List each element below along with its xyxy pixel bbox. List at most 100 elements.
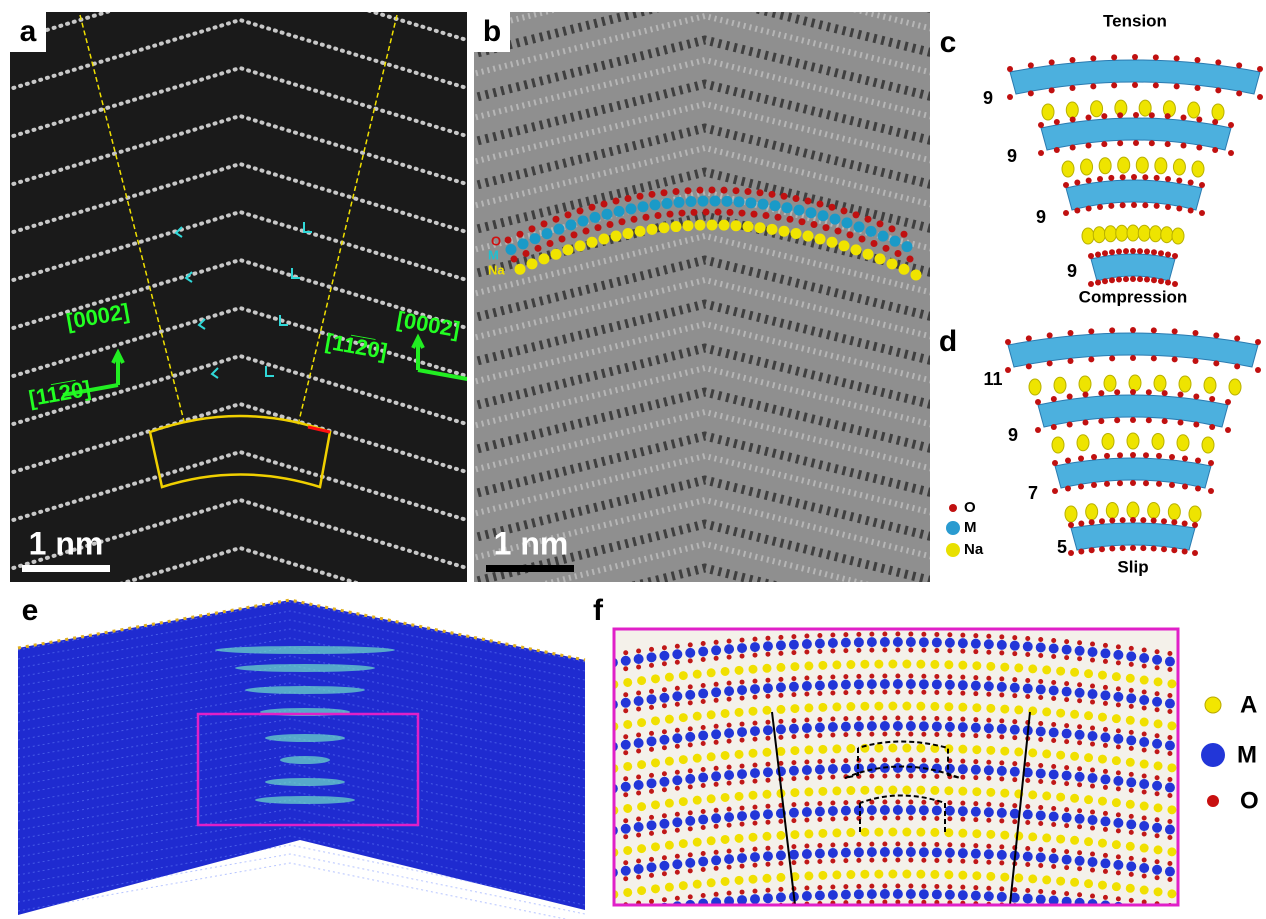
atom-na xyxy=(1228,378,1242,396)
atom-na xyxy=(598,233,610,245)
atom-o xyxy=(1131,202,1137,208)
atom-o xyxy=(894,250,902,258)
atom-o xyxy=(636,192,644,200)
bracket xyxy=(210,367,219,379)
legend-label: M xyxy=(1237,741,1257,768)
atom-row-o xyxy=(614,647,1178,674)
slab-grid xyxy=(17,610,586,672)
slab-grid xyxy=(17,655,586,717)
panel-label: d xyxy=(939,325,957,358)
atom-o xyxy=(1137,276,1143,283)
atom-na xyxy=(1151,432,1165,450)
atom-o xyxy=(534,244,542,252)
atom-m xyxy=(829,213,841,225)
slab-grid xyxy=(17,727,586,789)
panel-a-image xyxy=(10,12,467,582)
panel-label: e xyxy=(22,594,39,627)
atom-na xyxy=(1051,436,1065,454)
atom-na xyxy=(1064,505,1078,523)
lattice-band xyxy=(474,519,930,582)
atom-o xyxy=(1236,90,1243,97)
atom-o xyxy=(1151,277,1157,284)
atom-o xyxy=(822,224,830,232)
atom-na xyxy=(1101,432,1115,450)
atom-o xyxy=(1130,480,1136,486)
atom-row xyxy=(10,113,467,188)
legend-swatch xyxy=(946,543,960,557)
bracket xyxy=(265,366,274,377)
zoom-box xyxy=(196,712,420,827)
atom-na xyxy=(1105,501,1119,519)
atom-o xyxy=(1102,278,1108,285)
atom-na xyxy=(754,222,766,234)
atom-o xyxy=(1152,54,1159,61)
atom-row-m xyxy=(614,637,1178,668)
lattice-band xyxy=(474,343,930,411)
atom-o xyxy=(1046,332,1053,339)
atom-na xyxy=(1126,432,1140,450)
atom-o xyxy=(1114,389,1121,396)
atom-o xyxy=(1027,90,1034,97)
atom-o xyxy=(774,213,782,221)
scale-bar xyxy=(486,565,574,572)
atom-o xyxy=(1050,395,1057,402)
atom-na xyxy=(1187,101,1201,119)
atom-m xyxy=(793,204,805,216)
atom-row-o xyxy=(614,883,1178,905)
atom-na xyxy=(1128,374,1142,392)
panel-e-simulation xyxy=(17,598,586,919)
atom-row-a xyxy=(614,743,1178,774)
panel-label: c xyxy=(940,26,957,59)
atom-o xyxy=(1109,249,1115,256)
atom-o xyxy=(1180,142,1187,149)
atom-o xyxy=(1097,204,1103,210)
atom-o xyxy=(1181,520,1188,527)
atom-na xyxy=(1191,160,1205,178)
atom-o xyxy=(678,209,686,217)
atom-na xyxy=(658,222,670,234)
atom-m xyxy=(709,195,721,207)
atom-o xyxy=(1143,452,1149,459)
atom-o xyxy=(588,203,596,211)
atom-o xyxy=(546,239,554,247)
atom-na xyxy=(742,221,754,233)
atom-o xyxy=(714,208,722,216)
atom-o xyxy=(558,235,566,243)
atom-o xyxy=(1119,545,1126,552)
atom-o xyxy=(1098,390,1105,397)
atom-o xyxy=(798,218,806,226)
atom-o xyxy=(1050,423,1057,430)
atom-o xyxy=(1130,276,1136,282)
lattice-band xyxy=(474,387,930,455)
axis-arrow xyxy=(111,348,125,385)
atom-o xyxy=(1099,546,1105,553)
atom-o xyxy=(1052,488,1058,494)
atom-o xyxy=(1088,328,1095,335)
atom-o xyxy=(1165,251,1171,258)
atom-m xyxy=(625,203,637,215)
atom-na xyxy=(1085,503,1099,521)
atom-row xyxy=(10,257,467,332)
defect-zone xyxy=(245,686,365,694)
atom-row xyxy=(10,353,467,428)
atom-m xyxy=(505,243,517,255)
atom-na xyxy=(1176,434,1190,452)
atom-o xyxy=(1109,545,1116,552)
atom-m xyxy=(865,225,877,237)
atom-m xyxy=(769,200,781,212)
scale-bar xyxy=(22,565,110,572)
atom-na xyxy=(1135,156,1149,174)
atom-o xyxy=(1177,391,1184,398)
atom-o xyxy=(804,197,812,205)
slab-grid xyxy=(17,826,586,888)
atom-o xyxy=(1144,248,1150,255)
atom-row-o xyxy=(614,715,1178,742)
atom-m xyxy=(889,235,901,247)
atom-o xyxy=(666,210,674,218)
legend-label: A xyxy=(1240,691,1257,718)
atom-na xyxy=(562,244,574,256)
atom-row-o xyxy=(614,757,1178,784)
panel-c-bottom: Compression xyxy=(1079,287,1188,306)
atom-o xyxy=(1212,118,1219,125)
atom-o xyxy=(1194,57,1201,63)
